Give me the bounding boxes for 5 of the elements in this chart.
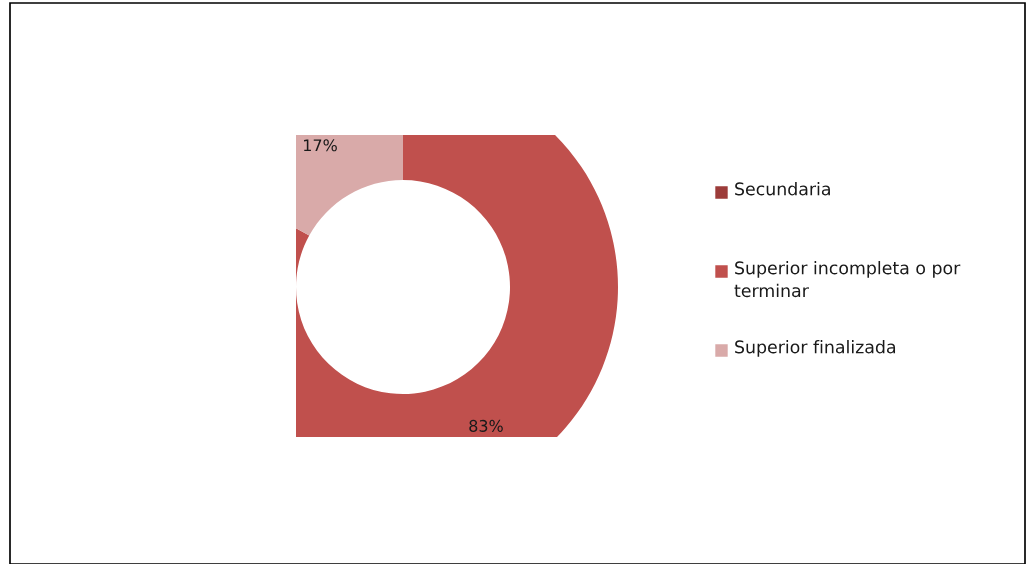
legend-label: Superior finalizada — [735, 340, 896, 357]
legend-label: Secundaria — [735, 182, 830, 196]
legend-label: Superior incompleta o por terminar — [734, 261, 961, 298]
data-label: 17% — [304, 139, 337, 152]
data-label: 83% — [469, 419, 503, 432]
